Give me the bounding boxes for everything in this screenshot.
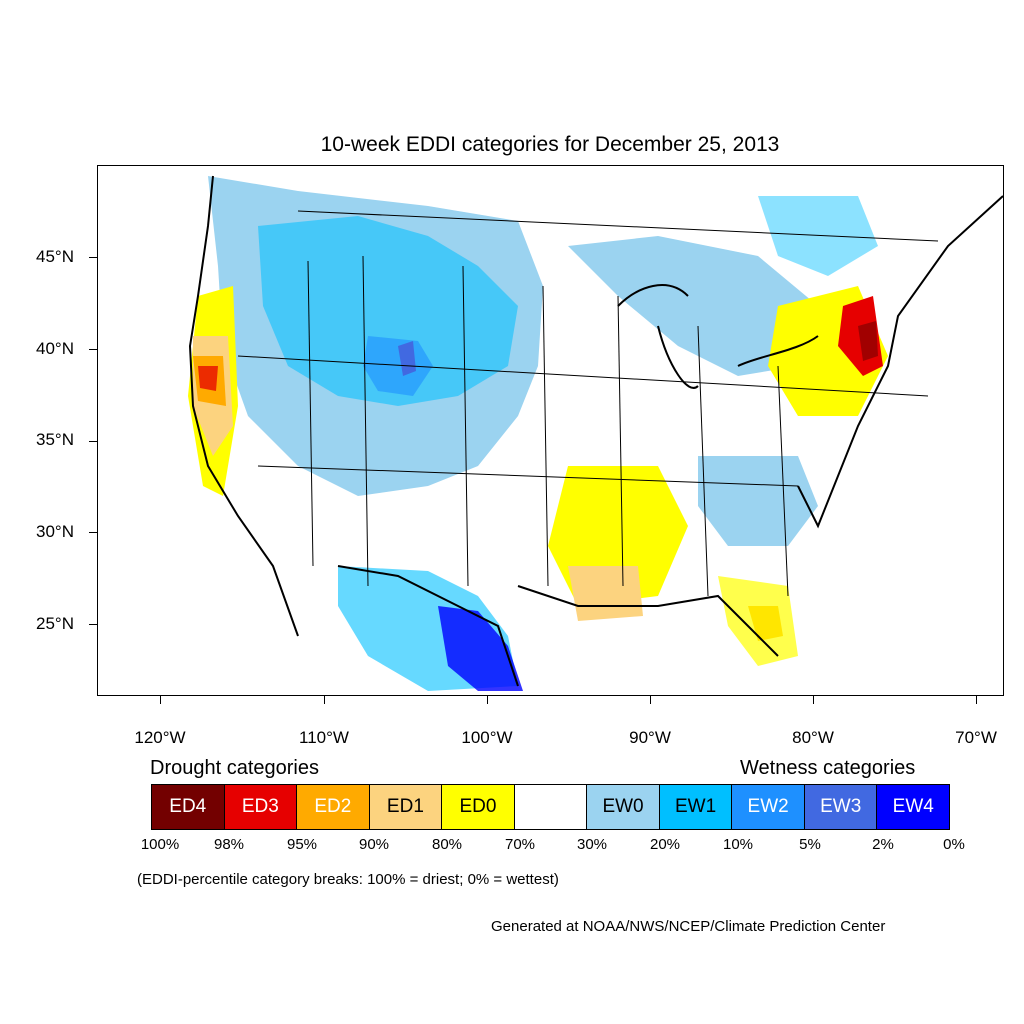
category-breaks-note: (EDDI-percentile category breaks: 100% =… [137,871,559,888]
coastlines [188,175,1003,687]
x-tick-80w [813,696,814,704]
x-tick-100w [487,696,488,704]
wetness-regions [208,176,878,691]
legend-label-ew3: EW3 [820,796,862,817]
legend-label-ed3: ED3 [241,796,279,817]
wetness-categories-title: Wetness categories [740,757,916,779]
map-title: 10-week EDDI categories for December 25,… [320,133,780,156]
credit-line: Generated at NOAA/NWS/NCEP/Climate Predi… [491,918,886,935]
region-ed0-florida [718,576,798,666]
legend-break-95: 95% [286,836,318,853]
state-boundaries [237,210,939,597]
y-tick-label-40n: 40°N [36,339,74,358]
legend-cell-ed1: ED1 [369,785,443,829]
legend-break-70: 70% [504,836,536,853]
region-ed3-california [198,366,218,391]
map-panel [97,165,1004,696]
legend-break-30: 30% [576,836,608,853]
legend-cell-ed3: ED3 [224,785,298,829]
drought-categories-title: Drought categories [150,757,319,779]
legend-label-ed1: ED1 [386,796,424,817]
legend-break-98: 98% [213,836,245,853]
region-ed1-louisiana [568,566,643,621]
region-ew0-great-lakes [568,236,818,376]
region-ew0-southeast [698,456,818,546]
legend-cell-ew2: EW2 [732,785,805,829]
x-tick-label-80w: 80°W [792,728,834,747]
legend-cell-ew3: EW3 [804,785,878,829]
legend-label-ew1: EW1 [675,796,717,817]
legend-break-90: 90% [358,836,390,853]
region-ew2-wyoming [363,336,433,396]
legend-break-5: 5% [799,836,821,853]
legend-label-ew0: EW0 [602,796,644,817]
x-tick-120w [160,696,161,704]
legend-break-0: 0% [943,836,965,853]
legend-cell-ed2: ED2 [297,785,370,829]
y-tick-40n [89,349,97,350]
x-tick-110w [324,696,325,704]
x-tick-90w [650,696,651,704]
region-ed4-northeast [858,321,878,361]
x-tick-label-90w: 90°W [629,728,671,747]
legend-cell-ed0: ED0 [442,785,515,829]
y-tick-30n [89,532,97,533]
legend-cell-ed4: ED4 [152,785,225,829]
legend-cell-ew0: EW0 [587,785,660,829]
x-tick-label-110w: 110°W [299,728,349,747]
legend-label-ew4: EW4 [892,796,934,817]
x-tick-70w [976,696,977,704]
y-tick-45n [89,257,97,258]
legend-label-ed0: ED0 [459,796,497,817]
legend-label-ew2: EW2 [747,796,789,817]
y-tick-label-35n: 35°N [36,430,74,449]
legend-label-ed4: ED4 [169,796,207,817]
y-tick-25n [89,624,97,625]
legend-cell-ew1: EW1 [659,785,733,829]
drought-regions [188,286,888,666]
legend-break-80: 80% [431,836,463,853]
region-ew4-texas [438,606,523,691]
region-ew1-north [758,196,878,276]
x-tick-label-120w: 120°W [134,728,186,747]
region-ew3-utah [398,341,416,376]
legend-cell-ew4: EW4 [877,785,950,829]
eddi-map [188,175,1003,691]
x-tick-label-100w: 100°W [461,728,513,747]
legend-break-20: 20% [649,836,681,853]
legend-break-2: 2% [872,836,894,853]
y-tick-35n [89,441,97,442]
y-tick-label-45n: 45°N [36,247,74,266]
legend-break-100: 100% [140,836,180,853]
legend-label-ed2: ED2 [314,796,352,817]
legend-cell-neutral [514,785,588,829]
y-tick-label-25n: 25°N [36,614,74,633]
y-tick-label-30n: 30°N [36,522,74,541]
legend-break-10: 10% [722,836,754,853]
legend-colorbar: ED4 ED3 ED2 ED1 ED0 EW0 EW1 EW2 EW3 EW4 [151,784,950,830]
region-ew1-rockies [258,216,518,406]
x-tick-label-70w: 70°W [955,728,997,747]
